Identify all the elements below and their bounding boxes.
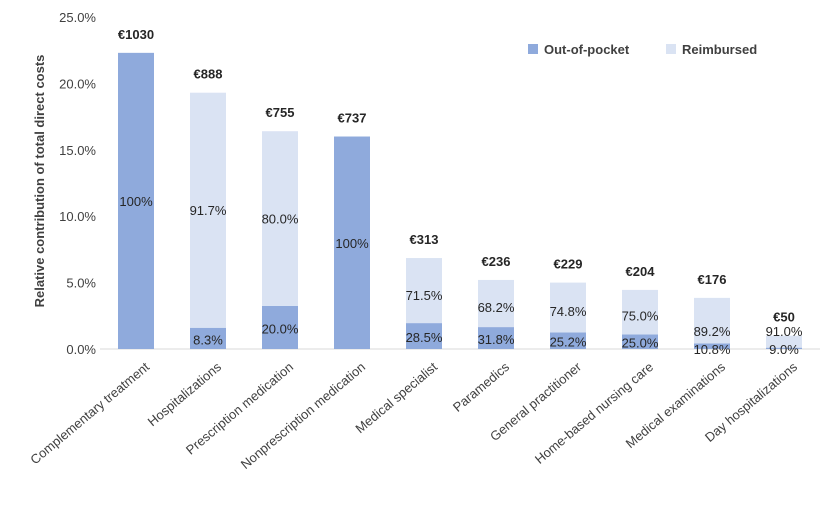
total-label-medical-examinations: €176 [698,272,727,287]
legend-label-reimbursed: Reimbursed [682,42,757,57]
y-tick-label: 20.0% [59,76,96,91]
legend: Out-of-pocket Reimbursed [528,42,757,57]
bar-out-of-pocket-nonprescription-medication [334,136,370,349]
segment-label-reimbursed-paramedics: 68.2% [478,300,515,315]
bar-reimbursed-hospitalizations [190,92,226,328]
bars-layer [118,52,802,350]
bar-out-of-pocket-complementary-treatment [118,52,154,350]
bar-out-of-pocket-medical-specialist [406,323,442,349]
x-tick-label-nonprescription-medication: Nonprescription medication [238,359,368,472]
labels-layer: €1030 100% €888 8.3% 91.7% €755 20.0% 80.0% €737… [118,27,803,357]
segment-label-reimbursed-prescription-medication: 80.0% [262,212,299,227]
y-axis-title: Relative contribution of total direct co… [32,55,47,308]
segment-label-reimbursed-medical-examinations: 89.2% [694,324,731,339]
bar-reimbursed-home-based-nursing-care [622,289,658,335]
total-label-general-practitioner: €229 [554,257,583,272]
segment-label-reimbursed-hospitalizations: 91.7% [190,203,227,218]
bar-out-of-pocket-hospitalizations [190,327,226,349]
x-tick-label-complementary-treatment: Complementary treatment [27,359,152,467]
total-label-day-hospitalizations: €50 [773,310,795,325]
segment-label-out-of-pocket-paramedics: 31.8% [478,332,515,347]
segment-label-out-of-pocket-home-based-nursing-care: 25.0% [622,336,659,351]
total-label-prescription-medication: €755 [266,105,295,120]
total-label-hospitalizations: €888 [194,67,223,82]
segment-label-out-of-pocket-general-practitioner: 25.2% [550,335,587,350]
y-tick-label: 25.0% [59,10,96,25]
bar-reimbursed-prescription-medication [262,131,298,306]
bar-reimbursed-medical-specialist [406,258,442,324]
bar-out-of-pocket-general-practitioner [550,332,586,349]
total-label-home-based-nursing-care: €204 [626,264,656,279]
segment-label-out-of-pocket-prescription-medication: 20.0% [262,321,299,336]
x-tick-label-hospitalizations: Hospitalizations [145,359,225,429]
x-tick-label-paramedics: Paramedics [450,359,513,415]
legend-swatch-out-of-pocket [528,44,538,54]
bar-out-of-pocket-day-hospitalizations [766,347,802,349]
segment-label-out-of-pocket-complementary-treatment: 100% [119,194,153,209]
bar-reimbursed-general-practitioner [550,282,586,333]
bar-out-of-pocket-prescription-medication [262,305,298,349]
y-tick-label: 0.0% [66,342,96,357]
bar-reimbursed-paramedics [478,279,514,328]
segment-label-out-of-pocket-day-hospitalizations: 9.0% [769,342,799,357]
legend-label-out-of-pocket: Out-of-pocket [544,42,630,57]
bar-out-of-pocket-paramedics [478,327,514,349]
bar-out-of-pocket-home-based-nursing-care [622,334,658,349]
total-label-complementary-treatment: €1030 [118,27,154,42]
segment-label-out-of-pocket-medical-specialist: 28.5% [406,330,443,345]
total-label-nonprescription-medication: €737 [338,111,367,126]
segment-label-reimbursed-day-hospitalizations: 91.0% [766,324,803,339]
segment-label-out-of-pocket-nonprescription-medication: 100% [335,236,369,251]
segment-label-reimbursed-home-based-nursing-care: 75.0% [622,308,659,323]
total-label-paramedics: €236 [482,254,511,269]
y-tick-label: 5.0% [66,276,96,291]
total-label-medical-specialist: €313 [410,232,439,247]
segment-label-out-of-pocket-medical-examinations: 10.8% [694,342,731,357]
y-tick-label: 15.0% [59,143,96,158]
bar-out-of-pocket-medical-examinations [694,343,730,349]
y-tick-label: 10.0% [59,209,96,224]
bar-reimbursed-medical-examinations [694,297,730,344]
legend-swatch-reimbursed [666,44,676,54]
x-tick-label-home-based-nursing-care: Home-based nursing care [532,359,656,467]
segment-label-reimbursed-general-practitioner: 74.8% [550,304,587,319]
bar-reimbursed-day-hospitalizations [766,335,802,348]
segment-label-reimbursed-medical-specialist: 71.5% [406,288,443,303]
segment-label-out-of-pocket-hospitalizations: 8.3% [193,332,223,347]
